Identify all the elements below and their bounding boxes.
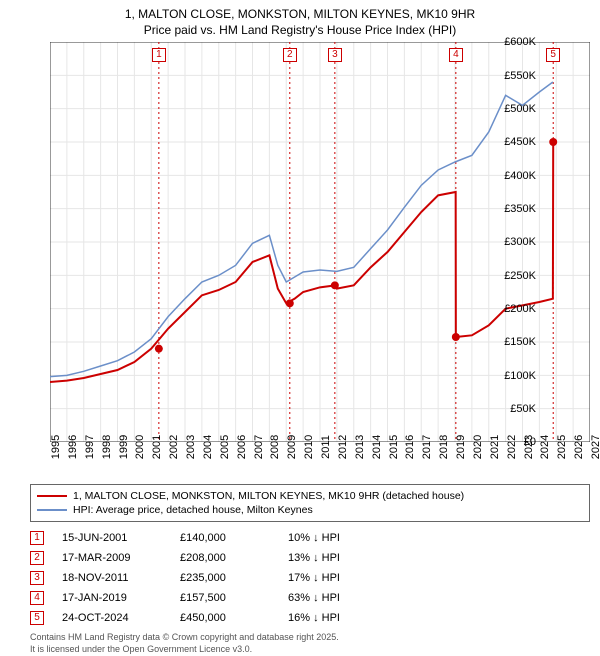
sales-row: 3 18-NOV-2011 £235,000 17% ↓ HPI: [30, 568, 590, 588]
x-tick-label: 2010: [303, 435, 315, 459]
x-tick-label: 2008: [269, 435, 281, 459]
x-tick-label: 2022: [506, 435, 518, 459]
sales-row: 2 17-MAR-2009 £208,000 13% ↓ HPI: [30, 548, 590, 568]
chart-container: 1, MALTON CLOSE, MONKSTON, MILTON KEYNES…: [0, 0, 600, 650]
x-tick-label: 2027: [590, 435, 600, 459]
sale-date: 17-MAR-2009: [62, 552, 162, 564]
x-tick-label: 1999: [118, 435, 130, 459]
sale-date: 24-OCT-2024: [62, 612, 162, 624]
y-tick-label: £600K: [504, 36, 536, 48]
x-tick-label: 2015: [388, 435, 400, 459]
sale-price: £450,000: [180, 612, 270, 624]
sale-marker-box: 1: [30, 531, 44, 545]
legend-row-1: 1, MALTON CLOSE, MONKSTON, MILTON KEYNES…: [37, 489, 583, 503]
x-tick-label: 2003: [185, 435, 197, 459]
legend-swatch-1: [37, 495, 67, 497]
sales-row: 1 15-JUN-2001 £140,000 10% ↓ HPI: [30, 528, 590, 548]
sales-table: 1 15-JUN-2001 £140,000 10% ↓ HPI 2 17-MAR-200…: [30, 528, 590, 628]
legend: 1, MALTON CLOSE, MONKSTON, MILTON KEYNES…: [30, 484, 590, 522]
x-tick-label: 2007: [253, 435, 265, 459]
sales-row: 5 24-OCT-2024 £450,000 16% ↓ HPI: [30, 608, 590, 628]
sale-marker-box: 2: [283, 48, 297, 62]
sale-date: 18-NOV-2011: [62, 572, 162, 584]
x-tick-label: 1998: [101, 435, 113, 459]
x-tick-label: 2021: [489, 435, 501, 459]
sale-diff: 17% ↓ HPI: [288, 572, 388, 584]
x-tick-label: 1995: [50, 435, 62, 459]
x-tick-label: 2026: [573, 435, 585, 459]
y-tick-label: £350K: [504, 203, 536, 215]
x-tick-label: 1996: [67, 435, 79, 459]
x-tick-label: 2017: [421, 435, 433, 459]
x-tick-label: 2004: [202, 435, 214, 459]
sales-row: 4 17-JAN-2019 £157,500 63% ↓ HPI: [30, 588, 590, 608]
footer-note: Contains HM Land Registry data © Crown c…: [30, 632, 590, 655]
sale-diff: 16% ↓ HPI: [288, 612, 388, 624]
y-tick-label: £100K: [504, 370, 536, 382]
x-tick-label: 2024: [539, 435, 551, 459]
sale-marker-box: 4: [449, 48, 463, 62]
sale-price: £235,000: [180, 572, 270, 584]
x-tick-label: 2000: [134, 435, 146, 459]
x-tick-label: 2023: [523, 435, 535, 459]
legend-label-2: HPI: Average price, detached house, Milt…: [73, 504, 313, 516]
sale-marker-box: 4: [30, 591, 44, 605]
sale-marker-box: 3: [30, 571, 44, 585]
x-tick-label: 2006: [236, 435, 248, 459]
x-tick-label: 2019: [455, 435, 467, 459]
y-tick-label: £150K: [504, 336, 536, 348]
sale-diff: 10% ↓ HPI: [288, 532, 388, 544]
sale-price: £140,000: [180, 532, 270, 544]
sale-marker-box: 2: [30, 551, 44, 565]
y-tick-label: £50K: [510, 403, 536, 415]
y-tick-label: £250K: [504, 270, 536, 282]
sale-price: £208,000: [180, 552, 270, 564]
x-tick-label: 2012: [337, 435, 349, 459]
x-tick-label: 2025: [556, 435, 568, 459]
footer-line-1: Contains HM Land Registry data © Crown c…: [30, 632, 590, 644]
sale-marker-box: 5: [30, 611, 44, 625]
sale-diff: 13% ↓ HPI: [288, 552, 388, 564]
sale-marker-box: 3: [328, 48, 342, 62]
x-tick-label: 2005: [219, 435, 231, 459]
legend-label-1: 1, MALTON CLOSE, MONKSTON, MILTON KEYNES…: [73, 490, 464, 502]
x-tick-label: 2009: [286, 435, 298, 459]
x-tick-label: 2011: [320, 436, 332, 460]
y-tick-label: £550K: [504, 70, 536, 82]
sale-marker-box: 5: [546, 48, 560, 62]
legend-row-2: HPI: Average price, detached house, Milt…: [37, 503, 583, 517]
y-tick-label: £500K: [504, 103, 536, 115]
chart-area: £0£50K£100K£150K£200K£250K£300K£350K£400…: [50, 42, 590, 442]
x-tick-label: 2001: [151, 435, 163, 459]
y-tick-label: £400K: [504, 170, 536, 182]
x-tick-label: 2014: [371, 435, 383, 459]
sale-diff: 63% ↓ HPI: [288, 592, 388, 604]
title-line-1: 1, MALTON CLOSE, MONKSTON, MILTON KEYNES…: [0, 6, 600, 22]
y-tick-label: £300K: [504, 236, 536, 248]
x-tick-label: 1997: [84, 435, 96, 459]
sale-date: 17-JAN-2019: [62, 592, 162, 604]
x-tick-label: 2018: [438, 435, 450, 459]
x-tick-label: 2002: [168, 435, 180, 459]
x-tick-label: 2016: [404, 435, 416, 459]
legend-swatch-2: [37, 509, 67, 511]
y-tick-label: £200K: [504, 303, 536, 315]
x-tick-label: 2020: [472, 435, 484, 459]
sale-date: 15-JUN-2001: [62, 532, 162, 544]
x-tick-label: 2013: [354, 435, 366, 459]
sale-price: £157,500: [180, 592, 270, 604]
y-tick-label: £450K: [504, 136, 536, 148]
sale-marker-box: 1: [152, 48, 166, 62]
